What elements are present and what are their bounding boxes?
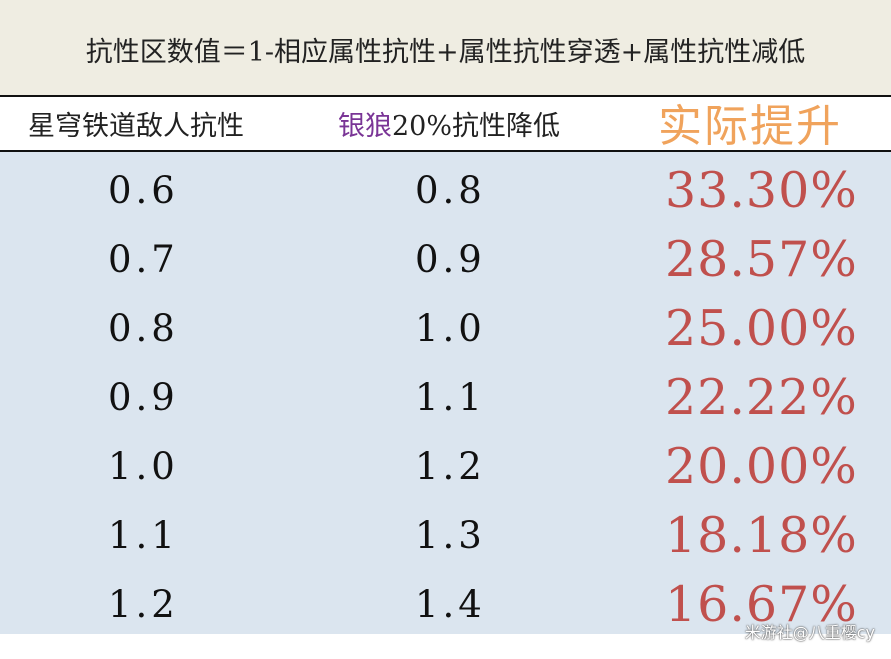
table-row: 0.8 1.0 25.00%: [0, 294, 891, 363]
reduced-resistance-cell: 1.1: [415, 376, 486, 419]
watermark: 米游社@八重樱cy: [744, 623, 875, 642]
actual-gain-cell: 22.22%: [665, 369, 858, 426]
actual-gain-cell: 28.57%: [665, 231, 858, 288]
table-body: 0.6 0.8 33.30% 0.7 0.9 28.57% 0.8 1.0 25…: [0, 152, 891, 634]
enemy-resistance-cell: 1.0: [108, 445, 179, 488]
table-header: 星穹铁道敌人抗性 银狼 20%抗性降低 实际提升: [0, 97, 891, 152]
actual-gain-cell: 33.30%: [665, 162, 858, 219]
table-row: 0.6 0.8 33.30%: [0, 156, 891, 225]
header-rule: [0, 150, 891, 152]
reduced-resistance-cell: 0.8: [415, 169, 486, 212]
header-silver-wolf-name: 银狼: [338, 111, 392, 142]
table-row: 1.0 1.2 20.00%: [0, 432, 891, 501]
reduced-resistance-cell: 1.2: [415, 445, 486, 488]
actual-gain-cell: 25.00%: [665, 300, 858, 357]
actual-gain-cell: 16.67%: [665, 576, 858, 633]
actual-gain-cell: 20.00%: [665, 438, 858, 495]
enemy-resistance-cell: 0.8: [108, 307, 179, 350]
enemy-resistance-cell: 0.7: [108, 238, 179, 281]
formula-title: 抗性区数值＝1-相应属性抗性+属性抗性穿透+属性抗性减低: [85, 37, 806, 68]
title-band: 抗性区数值＝1-相应属性抗性+属性抗性穿透+属性抗性减低: [0, 0, 891, 95]
reduced-resistance-cell: 1.3: [415, 514, 486, 557]
table-row: 0.7 0.9 28.57%: [0, 225, 891, 294]
top-rule: [0, 95, 891, 97]
header-actual-gain: 实际提升: [658, 100, 842, 152]
header-silver-wolf-reduction: 银狼 20%抗性降低: [338, 97, 560, 150]
reduced-resistance-cell: 1.0: [415, 307, 486, 350]
enemy-resistance-cell: 1.2: [108, 583, 179, 626]
reduced-resistance-cell: 0.9: [415, 238, 486, 281]
table-row: 1.1 1.3 18.18%: [0, 501, 891, 570]
actual-gain-cell: 18.18%: [665, 507, 858, 564]
header-enemy-resistance: 星穹铁道敌人抗性: [28, 111, 244, 142]
table-row: 0.9 1.1 22.22%: [0, 363, 891, 432]
table-row: 1.2 1.4 16.67%: [0, 570, 891, 639]
enemy-resistance-cell: 0.6: [108, 169, 179, 212]
enemy-resistance-cell: 1.1: [108, 514, 179, 557]
enemy-resistance-cell: 0.9: [108, 376, 179, 419]
reduced-resistance-cell: 1.4: [415, 583, 486, 626]
header-reduction-text: 20%抗性降低: [392, 111, 561, 142]
